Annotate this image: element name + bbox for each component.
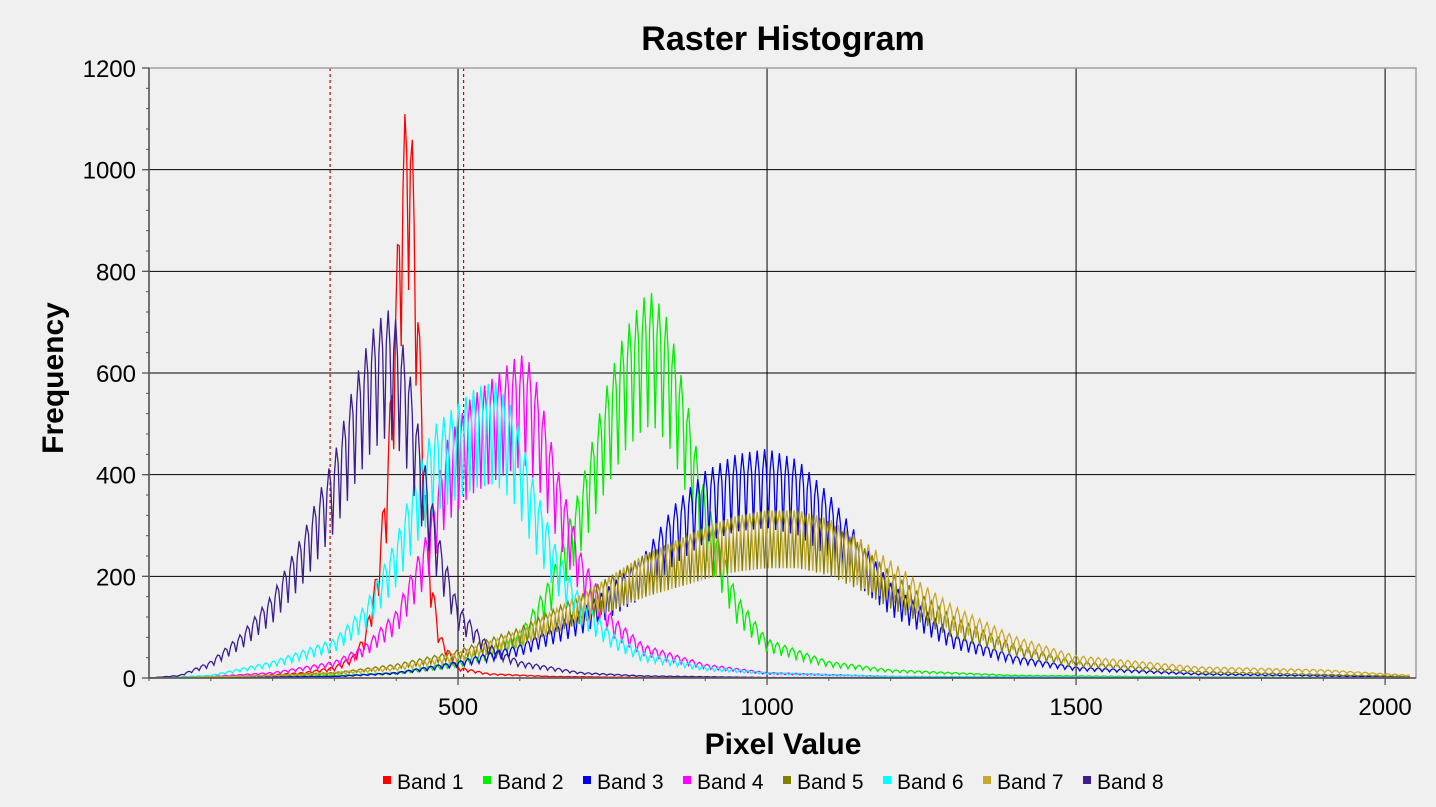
legend-item-band-8: Band 8 [1083,771,1164,794]
legend-label: Band 2 [497,771,564,794]
y-axis-label: Frequency [37,302,70,454]
legend-label: Band 6 [897,771,964,794]
legend-item-band-4: Band 4 [683,771,764,794]
legend-swatch [683,776,691,784]
legend-label: Band 4 [697,771,764,794]
legend-swatch [783,776,791,784]
legend-item-band-7: Band 7 [983,771,1064,794]
legend-item-band-5: Band 5 [783,771,864,794]
legend-item-band-1: Band 1 [383,771,464,794]
legend-label: Band 3 [597,771,664,794]
y-tick-label: 200 [96,564,136,591]
axes: 0 200 400 600 800 1000 1200 500 1000 1500 2000 [83,56,1417,721]
legend-swatch [983,776,991,784]
y-tick-label: 400 [96,463,136,490]
legend-swatch [483,776,491,784]
legend-swatch [1083,776,1091,784]
legend-item-band-3: Band 3 [583,771,664,794]
legend-swatch [583,776,591,784]
y-tick-label: 800 [96,259,136,286]
legend-label: Band 7 [997,771,1064,794]
y-tick-label: 600 [96,361,136,388]
chart-title: Raster Histogram [641,20,924,58]
series-line-band-7 [149,510,1410,679]
y-tick-label: 0 [123,666,136,693]
x-tick-label: 1000 [740,694,793,721]
y-tick-label: 1000 [83,158,136,185]
series-line-band-5 [149,510,1410,679]
legend-label: Band 8 [1097,771,1164,794]
legend: Band 1 Band 2 Band 3 Band 4 Band 5 Band 6 Band… [383,771,1164,794]
x-axis-label: Pixel Value [705,728,862,761]
legend-swatch [383,776,391,784]
series-line-band-3 [149,449,1410,679]
x-tick-label: 2000 [1358,694,1411,721]
legend-item-band-6: Band 6 [883,771,964,794]
x-tick-label: 500 [438,694,478,721]
legend-label: Band 1 [397,771,464,794]
legend-swatch [883,776,891,784]
legend-label: Band 5 [797,771,864,794]
y-tick-label: 1200 [83,56,136,83]
x-tick-label: 1500 [1049,694,1102,721]
legend-item-band-2: Band 2 [483,771,564,794]
